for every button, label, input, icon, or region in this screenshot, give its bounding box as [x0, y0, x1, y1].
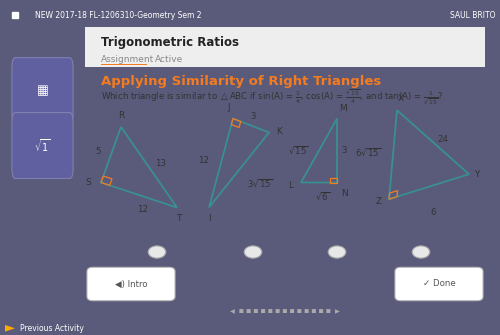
- Text: 12: 12: [198, 156, 209, 165]
- Text: I: I: [208, 214, 210, 223]
- Text: Applying Similarity of Right Triangles: Applying Similarity of Right Triangles: [101, 74, 382, 87]
- FancyBboxPatch shape: [12, 58, 73, 124]
- Bar: [85, 27, 485, 67]
- Circle shape: [148, 246, 166, 258]
- Text: S: S: [85, 178, 91, 187]
- Text: 13: 13: [155, 158, 166, 168]
- Polygon shape: [5, 325, 15, 332]
- Text: T: T: [176, 214, 182, 223]
- Text: J: J: [228, 103, 230, 112]
- Text: Previous Activity: Previous Activity: [20, 324, 84, 333]
- Text: Z: Z: [376, 197, 382, 206]
- Text: ◀) Intro: ◀) Intro: [115, 279, 147, 288]
- Text: $\sqrt{6}$: $\sqrt{6}$: [316, 191, 330, 202]
- Text: ✓ Done: ✓ Done: [422, 279, 456, 288]
- Bar: [101, 64, 147, 65]
- Text: K: K: [276, 127, 282, 136]
- Text: ▦: ▦: [36, 84, 48, 97]
- Text: $\sqrt{15}$: $\sqrt{15}$: [288, 145, 309, 156]
- Text: 12: 12: [138, 205, 148, 214]
- Text: Y: Y: [474, 170, 479, 179]
- Text: N: N: [341, 189, 348, 198]
- Text: X: X: [398, 94, 404, 103]
- Text: NEW 2017-18 FL-1206310-Geometry Sem 2: NEW 2017-18 FL-1206310-Geometry Sem 2: [35, 11, 202, 19]
- Circle shape: [328, 246, 346, 258]
- Text: M: M: [339, 104, 347, 113]
- Text: 3: 3: [250, 112, 256, 121]
- Text: $6\sqrt{15}$: $6\sqrt{15}$: [355, 146, 381, 158]
- FancyBboxPatch shape: [87, 267, 175, 301]
- Text: L: L: [288, 181, 293, 190]
- Text: Trigonometric Ratios: Trigonometric Ratios: [101, 36, 239, 49]
- Text: ◀  ◼ ◼ ◼ ◼ ◼ ◼ ◼ ◼ ◼ ◼ ◼ ◼ ◼  ▶: ◀ ◼ ◼ ◼ ◼ ◼ ◼ ◼ ◼ ◼ ◼ ◼ ◼ ◼ ▶: [230, 309, 340, 314]
- Text: Which triangle is similar to $\triangle$ABC if sin(A) = $\frac{1}{4}$, cos(A) = : Which triangle is similar to $\triangle$…: [101, 88, 444, 107]
- Text: Active: Active: [155, 55, 183, 64]
- Text: SAUL BRITO: SAUL BRITO: [450, 11, 495, 19]
- FancyBboxPatch shape: [395, 267, 483, 301]
- FancyBboxPatch shape: [12, 113, 73, 179]
- Circle shape: [244, 246, 262, 258]
- Text: 6: 6: [430, 207, 436, 216]
- Circle shape: [412, 246, 430, 258]
- Text: 3: 3: [342, 146, 347, 155]
- Text: R: R: [118, 111, 124, 120]
- Text: 24: 24: [437, 135, 448, 144]
- Text: Assignment: Assignment: [101, 55, 154, 64]
- Text: 5: 5: [96, 147, 101, 156]
- Text: $\sqrt{1}$: $\sqrt{1}$: [34, 137, 51, 154]
- Text: $3\sqrt{15}$: $3\sqrt{15}$: [247, 177, 273, 189]
